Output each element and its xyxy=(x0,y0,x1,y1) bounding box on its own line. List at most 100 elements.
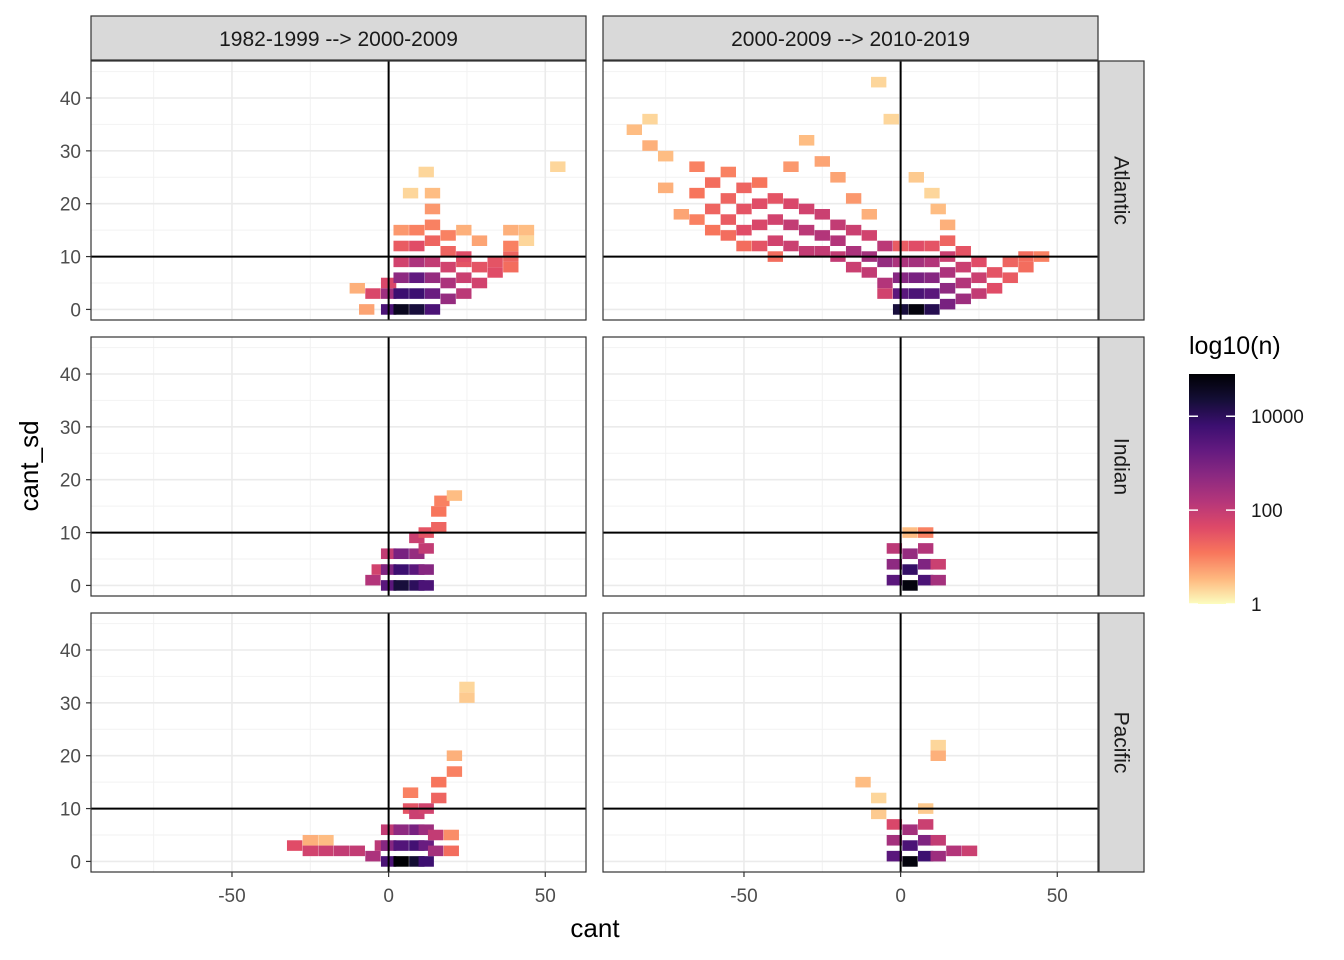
heatmap-cell xyxy=(955,277,971,289)
panel-indian-1 xyxy=(91,337,586,596)
heatmap-cell xyxy=(393,272,409,283)
heatmap-cell xyxy=(409,808,425,820)
heatmap-cell xyxy=(409,288,425,299)
heatmap-cell xyxy=(318,845,334,857)
heatmap-cell xyxy=(902,548,918,559)
legend-colorbar xyxy=(1189,374,1235,604)
y-tick-label: 40 xyxy=(60,365,81,386)
heatmap-cell xyxy=(930,850,946,862)
x-tick-label: 0 xyxy=(383,886,394,907)
heatmap-cell xyxy=(409,824,425,835)
heatmap-cell xyxy=(424,219,441,231)
heatmap-cell xyxy=(459,692,475,703)
heatmap-cell xyxy=(918,543,934,554)
heatmap-cell xyxy=(767,214,783,225)
heatmap-cell xyxy=(302,845,318,857)
heatmap-cell xyxy=(365,288,381,299)
heatmap-cell xyxy=(318,835,334,846)
heatmap-cell xyxy=(393,288,409,299)
heatmap-cell xyxy=(471,261,488,273)
heatmap-cell xyxy=(798,203,815,215)
heatmap-cell xyxy=(424,235,441,246)
heatmap-cell xyxy=(908,272,924,283)
heatmap-cell xyxy=(440,293,456,305)
heatmap-cell xyxy=(371,564,387,575)
heatmap-cell xyxy=(814,246,830,257)
heatmap-cell xyxy=(418,543,434,554)
x-tick-label: 0 xyxy=(895,886,906,907)
heatmap-cell xyxy=(908,256,924,268)
y-tick-label: 0 xyxy=(70,300,81,321)
heatmap-cell xyxy=(393,564,409,575)
heatmap-cell xyxy=(736,240,752,252)
heatmap-cell xyxy=(440,277,456,289)
heatmap-cell xyxy=(673,209,689,220)
heatmap-cell xyxy=(955,246,971,257)
heatmap-cell xyxy=(503,224,519,236)
heatmap-cell xyxy=(427,829,444,841)
heatmap-cell xyxy=(440,246,456,257)
heatmap-cell xyxy=(886,559,903,570)
heatmap-cell xyxy=(434,495,450,507)
heatmap-cell xyxy=(845,193,862,204)
heatmap-cell xyxy=(918,819,934,830)
heatmap-cell xyxy=(939,235,956,246)
heatmap-cell xyxy=(918,835,934,846)
heatmap-cell xyxy=(704,203,721,215)
heatmap-cell xyxy=(986,283,1003,294)
heatmap-cell xyxy=(418,166,434,178)
heatmap-cell xyxy=(924,256,940,268)
heatmap-cell xyxy=(642,113,658,125)
heatmap-cell xyxy=(440,230,456,241)
heatmap-cell xyxy=(883,113,899,125)
heatmap-cell xyxy=(409,304,425,315)
panel-background xyxy=(91,61,586,320)
heatmap-cell xyxy=(783,240,799,252)
heatmap-cell xyxy=(886,543,903,554)
heatmap-cell xyxy=(871,792,887,804)
heatmap-cell xyxy=(642,140,658,151)
column-strip xyxy=(90,15,587,61)
panels-layer xyxy=(90,60,1099,873)
heatmap-cell xyxy=(877,277,893,289)
heatmap-cell xyxy=(845,246,862,257)
panel-border xyxy=(602,612,1099,873)
heatmap-cell xyxy=(986,267,1003,278)
heatmap-cell xyxy=(814,209,830,220)
y-tick-label: 10 xyxy=(60,800,81,821)
heatmap-cell xyxy=(930,835,946,846)
heatmap-cell xyxy=(814,230,830,241)
heatmap-cell xyxy=(798,224,815,236)
y-tick-label: 20 xyxy=(60,195,81,216)
heatmap-cell xyxy=(302,835,318,846)
heatmap-cell xyxy=(886,819,903,830)
heatmap-cell xyxy=(471,235,488,246)
heatmap-cell xyxy=(402,187,419,199)
heatmap-cell xyxy=(902,840,918,851)
heatmap-cell xyxy=(487,267,503,278)
heatmap-cell xyxy=(409,564,425,575)
column-strip-label: 2000-2009 --> 2010-2019 xyxy=(731,28,970,51)
heatmap-cell xyxy=(861,267,877,278)
heatmap-cell xyxy=(459,681,475,693)
color-legend: log10(n) 1 100 10000 xyxy=(1189,332,1304,616)
heatmap-cell xyxy=(424,288,441,299)
y-tick-label: 10 xyxy=(60,248,81,269)
heatmap-cell xyxy=(409,840,425,851)
heatmap-cell xyxy=(961,845,978,857)
heatmap-cell xyxy=(939,219,956,231)
heatmap-cell xyxy=(830,235,846,246)
heatmap-cell xyxy=(720,193,736,204)
column-strip xyxy=(602,15,1099,61)
legend-tick-label: 1 xyxy=(1251,595,1262,616)
heatmap-cell xyxy=(424,256,441,268)
heatmap-cell xyxy=(845,261,862,273)
heatmap-cell xyxy=(877,256,893,268)
y-tick-label: 30 xyxy=(60,142,81,163)
heatmap-cell xyxy=(971,256,987,268)
heatmap-cells-atlantic-1 xyxy=(349,161,566,315)
heatmap-cell xyxy=(798,135,815,146)
row-strip xyxy=(1098,336,1145,597)
heatmap-cell xyxy=(798,246,815,257)
heatmap-cell xyxy=(409,580,425,591)
